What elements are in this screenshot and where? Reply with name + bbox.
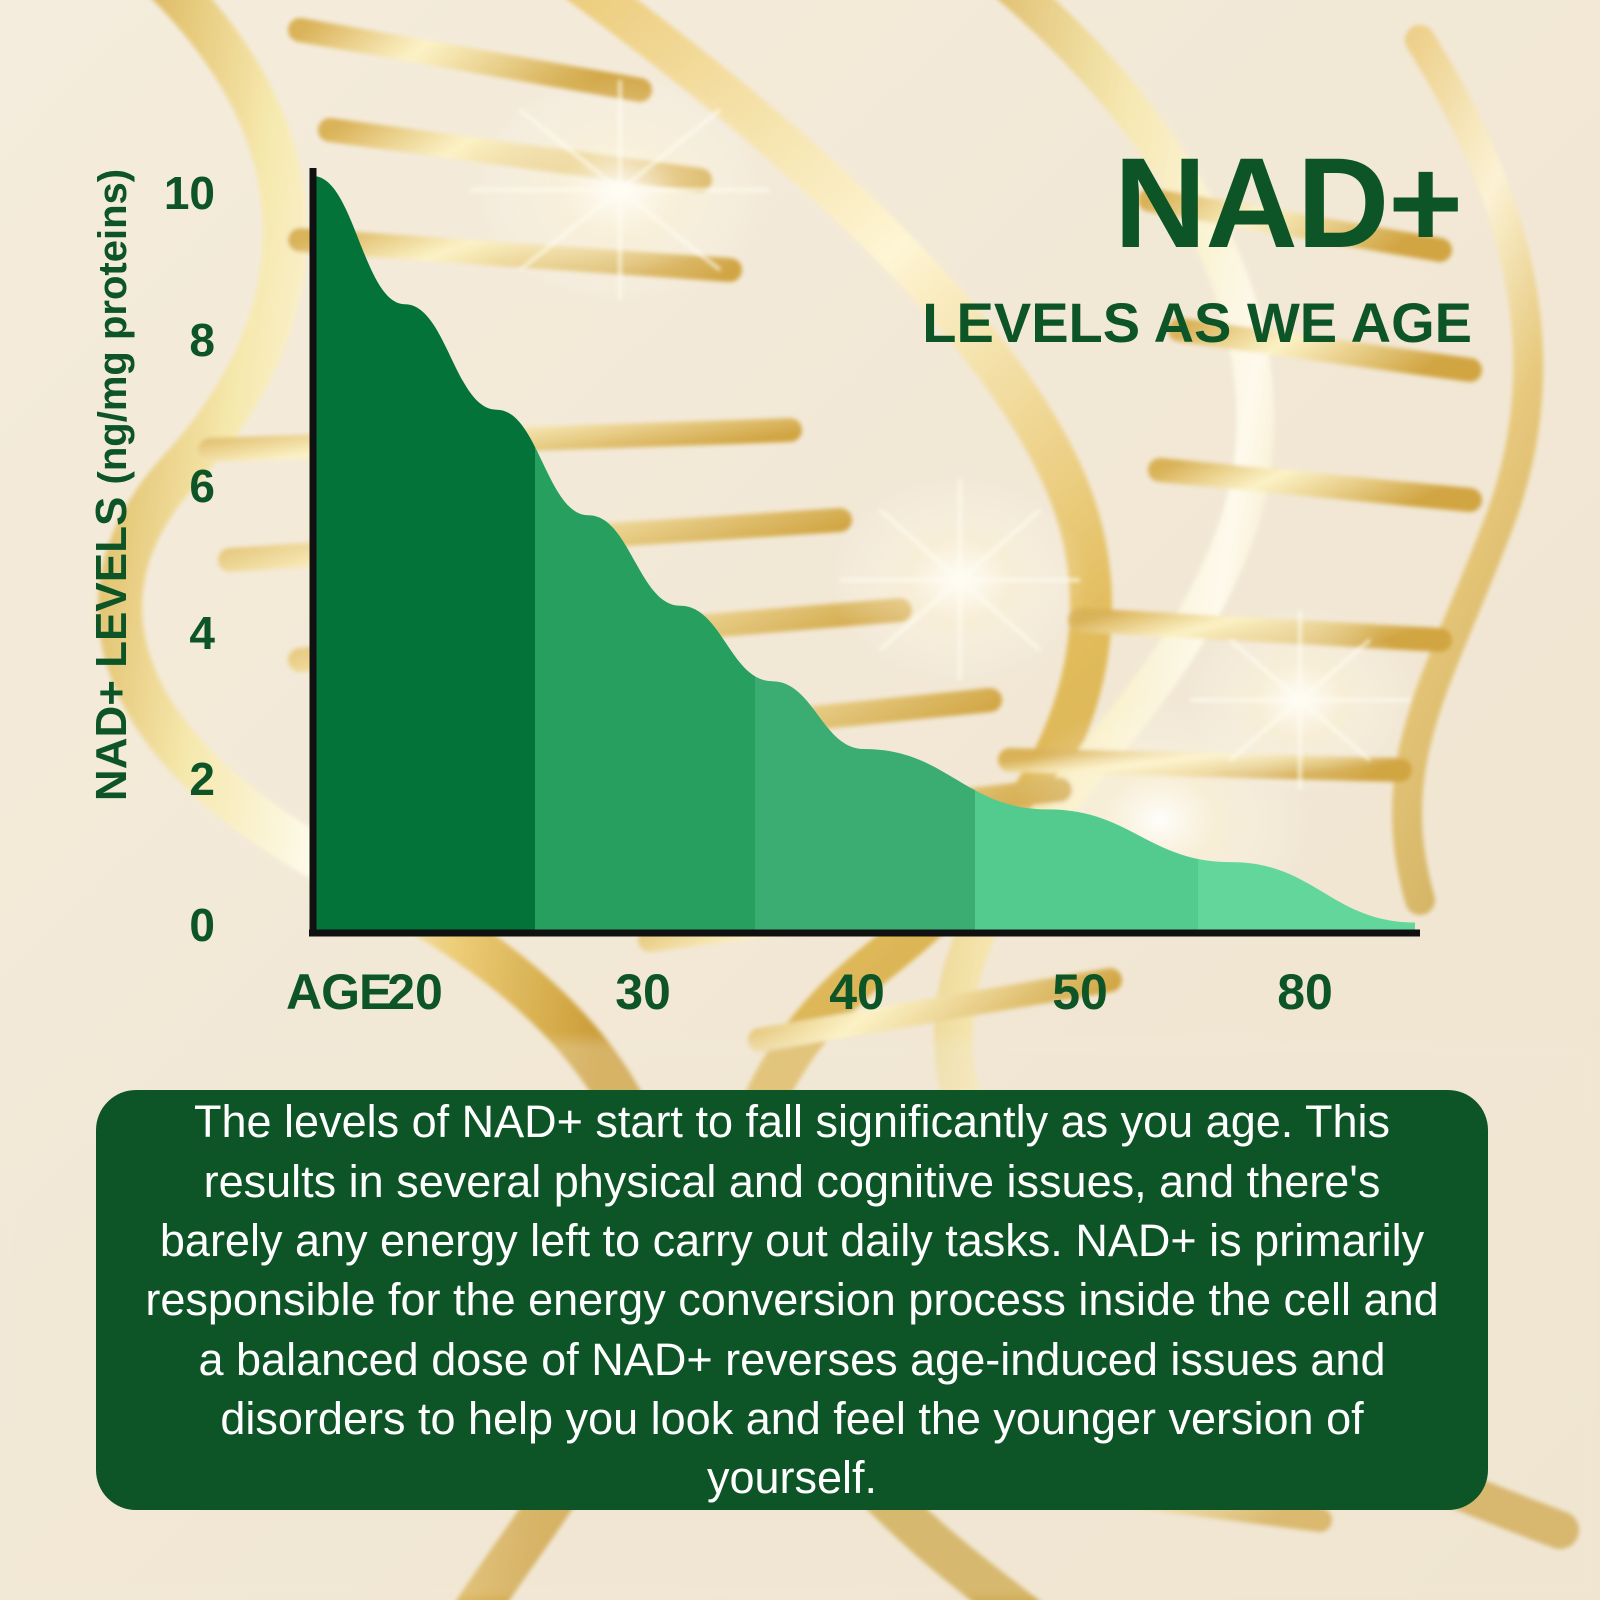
y-axis-title-text: NAD+ LEVELS [87, 496, 136, 802]
area-band-age-30 [535, 176, 755, 930]
description-text: The levels of NAD+ start to fall signifi… [145, 1096, 1439, 1504]
nad-decline-chart: 10 8 6 4 2 0 NAD+ LEVELS (ng/mg proteins… [87, 145, 1420, 1020]
area-band-age-20 [313, 176, 535, 930]
y-tick-2: 2 [189, 753, 215, 805]
y-tick-8: 8 [189, 314, 215, 366]
y-axis-title: NAD+ LEVELS (ng/mg proteins) [87, 145, 137, 825]
x-axis-title: AGE [286, 964, 392, 1020]
x-tick-30: 30 [615, 964, 671, 1020]
area-band-age-80 [1198, 176, 1415, 930]
x-tick-80: 80 [1277, 964, 1333, 1020]
description-card: The levels of NAD+ start to fall signifi… [96, 1090, 1488, 1510]
y-tick-0: 0 [189, 899, 215, 951]
y-tick-6: 6 [189, 460, 215, 512]
area-band-age-40 [755, 176, 975, 930]
area-band-age-50 [975, 176, 1198, 930]
y-tick-4: 4 [189, 607, 215, 659]
x-tick-20: 20 [387, 964, 443, 1020]
y-axis-unit-text: (ng/mg proteins) [91, 168, 135, 485]
title-block: NAD+ LEVELS AS WE AGE [820, 140, 1480, 355]
page-subtitle: LEVELS AS WE AGE [922, 291, 1472, 354]
x-tick-40: 40 [829, 964, 885, 1020]
page-title: NAD+ [1113, 132, 1463, 275]
chart-area-bands [313, 176, 1415, 930]
chart-plot-svg [309, 168, 1420, 937]
y-tick-10: 10 [163, 167, 215, 219]
x-tick-50: 50 [1052, 964, 1108, 1020]
